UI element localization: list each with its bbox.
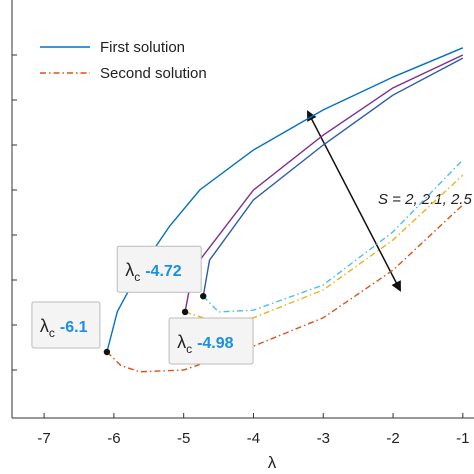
curve bbox=[106, 47, 464, 353]
subscript: c bbox=[134, 270, 140, 284]
critical-label: λc -4.98 bbox=[177, 332, 234, 356]
label-box bbox=[168, 317, 254, 365]
lambda: λ bbox=[40, 316, 49, 336]
lambda: λ bbox=[177, 332, 186, 352]
critical-point bbox=[200, 293, 207, 300]
curve bbox=[184, 54, 464, 313]
x-tick-label: -3 bbox=[317, 430, 330, 447]
subscript: c bbox=[49, 326, 55, 340]
critical-value: -4.98 bbox=[197, 335, 234, 352]
x-tick-label: -4 bbox=[247, 430, 260, 447]
x-tick-label: -7 bbox=[37, 430, 50, 447]
critical-point bbox=[181, 308, 189, 316]
x-tick-label: -5 bbox=[177, 430, 190, 447]
critical-label: λc -4.72 bbox=[125, 260, 182, 284]
lambda: λ bbox=[125, 260, 134, 280]
critical-value: -4.72 bbox=[145, 263, 182, 280]
arrow bbox=[307, 110, 401, 292]
critical-value: -6.1 bbox=[60, 319, 88, 336]
critical-label: λc -6.1 bbox=[40, 316, 88, 340]
legend-label: Second solution bbox=[100, 65, 207, 82]
subscript: c bbox=[186, 342, 192, 356]
curve bbox=[202, 57, 464, 297]
critical-point bbox=[103, 348, 111, 356]
label-box bbox=[116, 245, 202, 293]
x-tick-label: -1 bbox=[456, 430, 469, 447]
legend-label: First solution bbox=[100, 39, 185, 56]
annotation-bg bbox=[370, 188, 462, 208]
curve bbox=[106, 204, 464, 373]
curve bbox=[202, 159, 464, 313]
annotation: S = 2, 2.1, 2.5 bbox=[378, 191, 472, 208]
x-tick-label: -6 bbox=[107, 430, 120, 447]
x-tick-label: -2 bbox=[386, 430, 399, 447]
label-box bbox=[31, 301, 101, 349]
x-axis-label: λ bbox=[268, 453, 277, 472]
